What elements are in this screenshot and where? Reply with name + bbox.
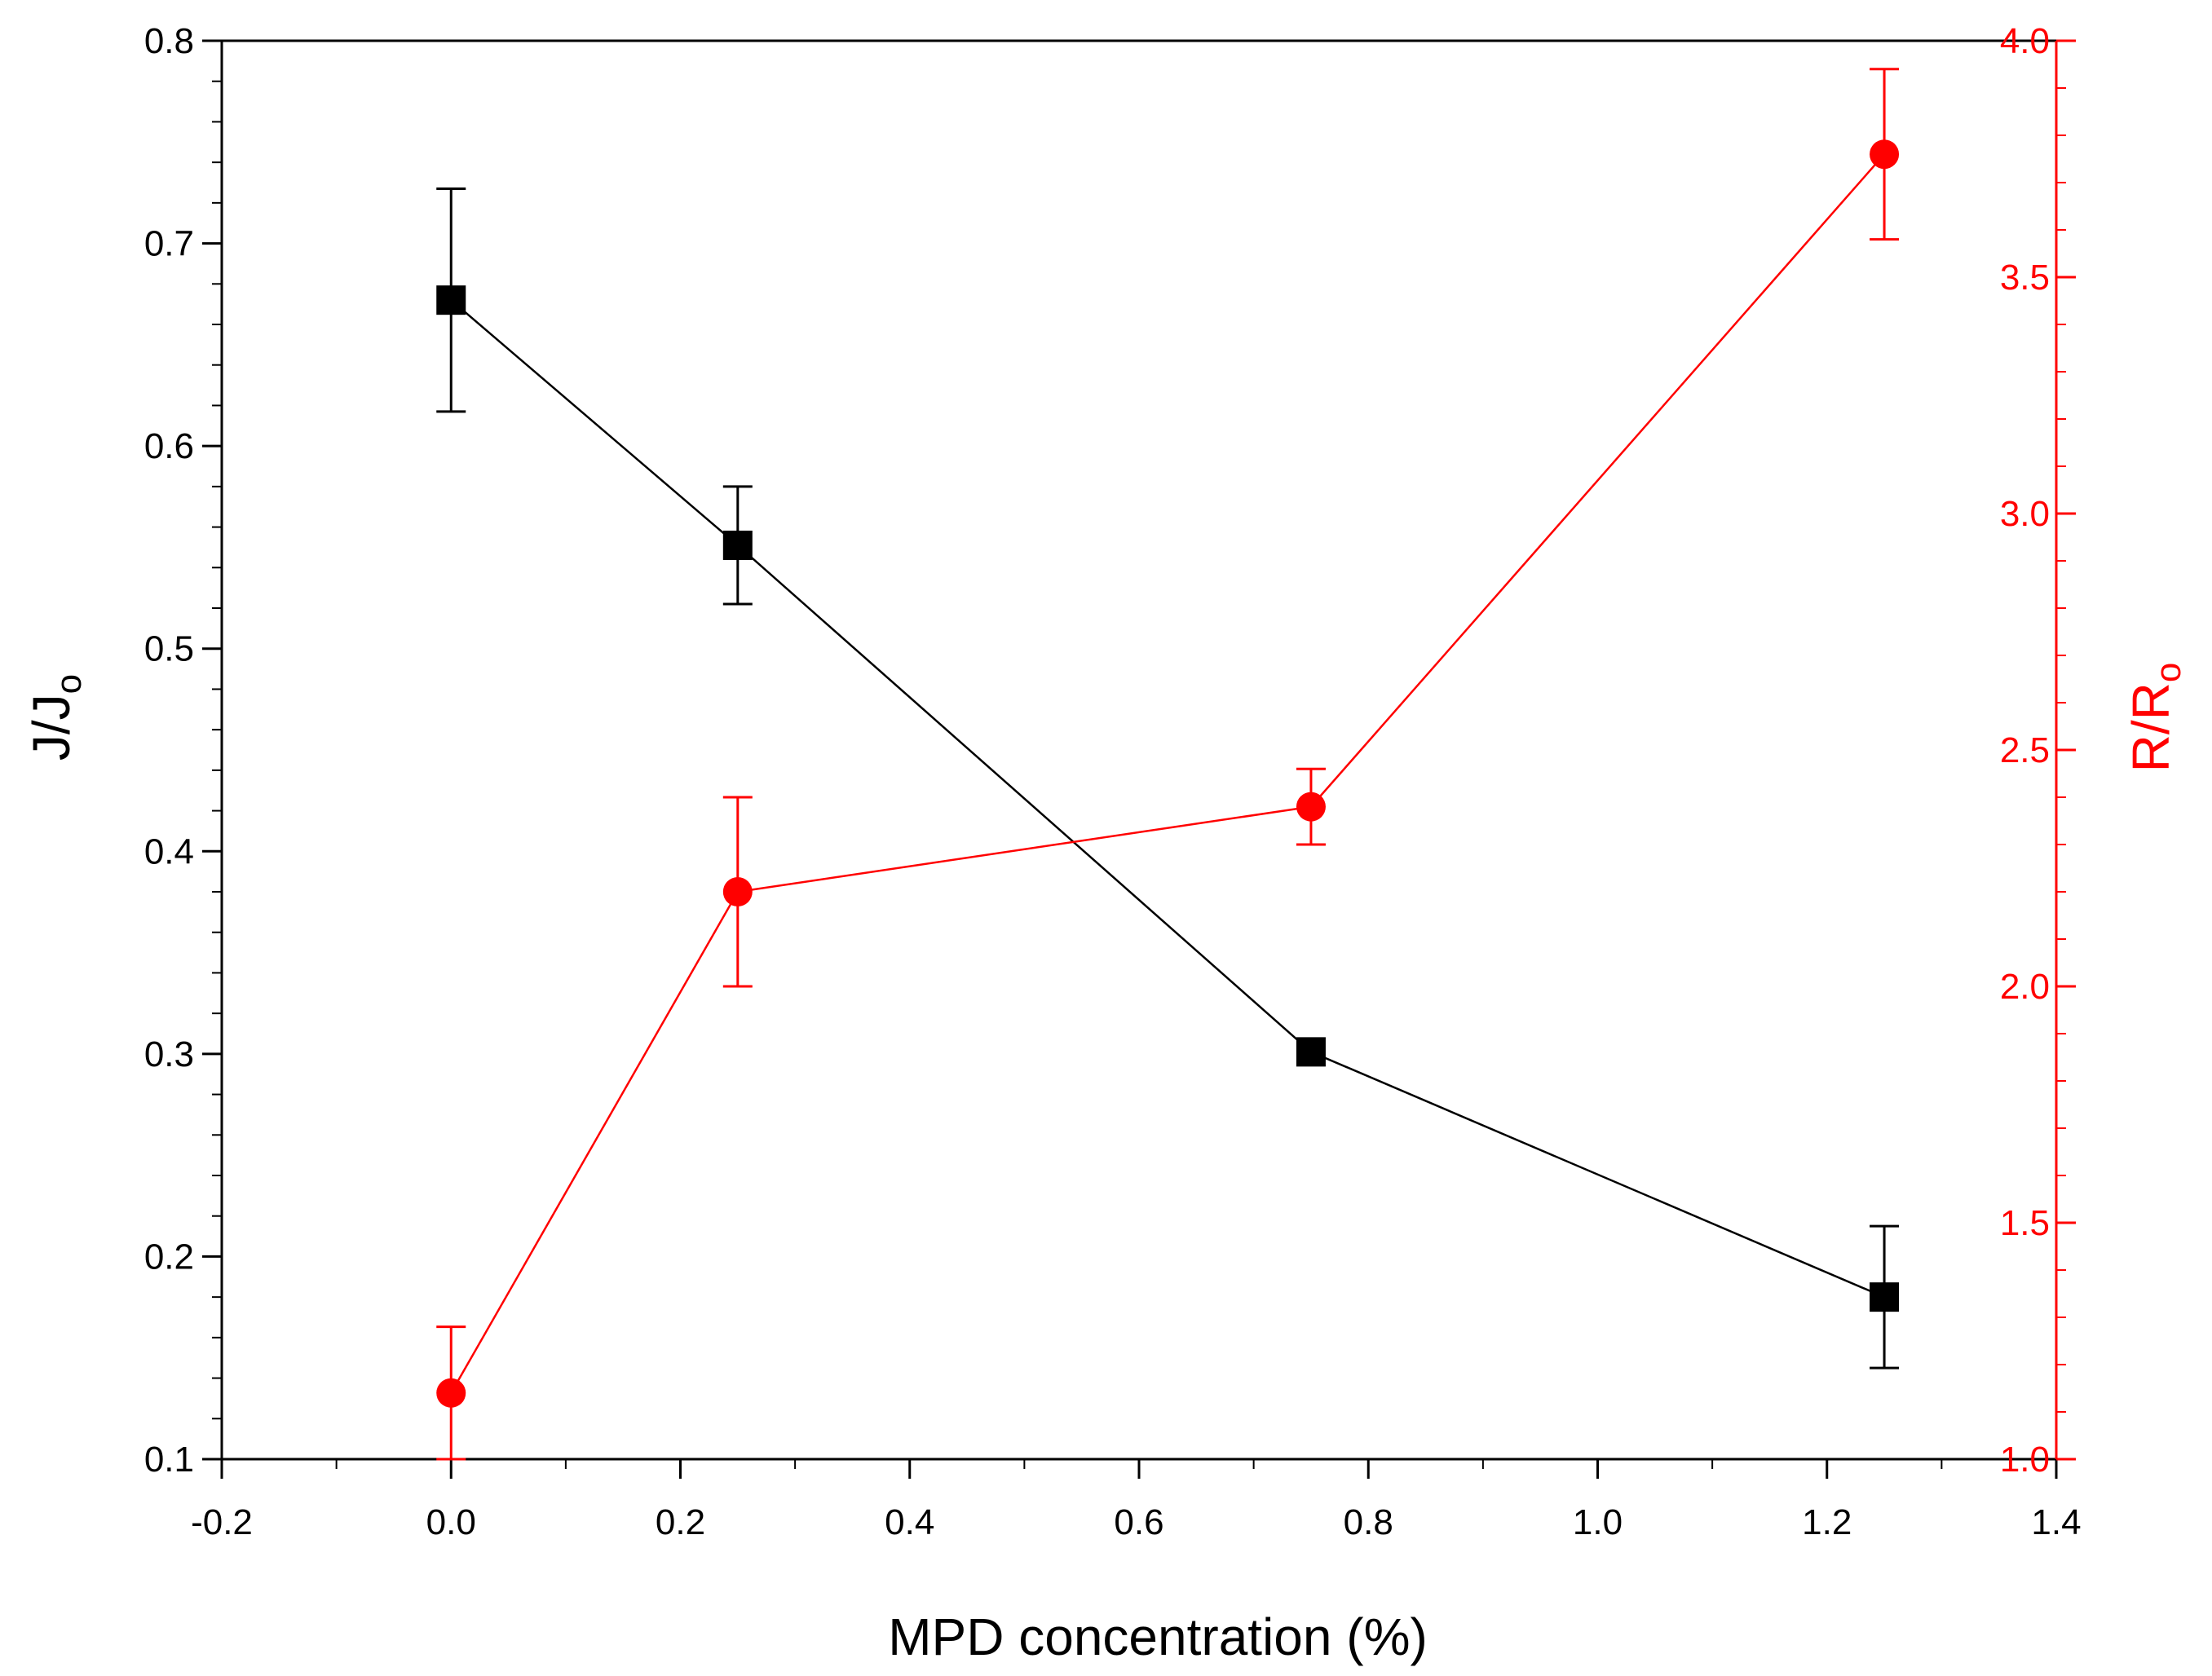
y-tick-label: 0.7 bbox=[144, 224, 194, 264]
j-jo-point bbox=[436, 285, 466, 315]
y-tick-label: 0.4 bbox=[144, 831, 194, 871]
y2-tick-label: 3.0 bbox=[2000, 494, 2050, 534]
j-jo-point bbox=[1296, 1037, 1326, 1067]
y-tick-label: 0.8 bbox=[144, 21, 194, 61]
y-tick-label: 0.2 bbox=[144, 1237, 194, 1277]
x-tick-label: -0.2 bbox=[191, 1502, 253, 1542]
x-axis-title: MPD concentration (%) bbox=[888, 1608, 1428, 1666]
r-ro-series-line bbox=[450, 153, 1886, 1394]
j-jo-series-line bbox=[450, 299, 1885, 1299]
y-axis-title: J/Jo bbox=[22, 674, 89, 761]
y2-tick-label: 1.0 bbox=[2000, 1440, 2050, 1480]
y2-axis-title-main: R/R bbox=[2121, 682, 2180, 772]
y2-axis-title: R/Ro bbox=[2121, 663, 2188, 773]
r-ro-point bbox=[1870, 139, 1900, 170]
j-jo-point bbox=[722, 530, 753, 560]
r-ro-point bbox=[436, 1378, 466, 1408]
series-layer bbox=[436, 68, 1900, 1461]
r-ro-point bbox=[722, 877, 753, 906]
x-tick-label: 0.2 bbox=[656, 1502, 705, 1542]
r-ro-point bbox=[1296, 792, 1326, 822]
j-jo-point bbox=[1870, 1282, 1900, 1312]
x-tick-label: 0.4 bbox=[885, 1502, 934, 1542]
y2-tick-label: 2.5 bbox=[2000, 730, 2050, 770]
y-tick-label: 0.6 bbox=[144, 426, 194, 466]
y2-tick-label: 1.5 bbox=[2000, 1203, 2050, 1243]
x-tick-label: 0.8 bbox=[1344, 1502, 1393, 1542]
axes: -0.2 0.0 0.2 0.4 0.6 0.8 1.0 1.2 1.4 0.1 0.2 0.3 0.4… bbox=[144, 21, 2082, 1542]
y-axis-title-main: J/J bbox=[22, 694, 81, 761]
y2-tick-label: 2.0 bbox=[2000, 967, 2050, 1007]
x-tick-label: 1.0 bbox=[1573, 1502, 1623, 1542]
x-tick-label: 0.6 bbox=[1114, 1502, 1163, 1542]
y2-tick-label: 4.0 bbox=[2000, 21, 2050, 61]
y2-axis-title-sub: o bbox=[2148, 663, 2188, 682]
x-tick-label: 0.0 bbox=[426, 1502, 476, 1542]
y-axis-title-sub: o bbox=[49, 674, 89, 694]
y2-tick-label: 3.5 bbox=[2000, 258, 2050, 298]
y-tick-label: 0.1 bbox=[144, 1440, 194, 1480]
y-tick-label: 0.5 bbox=[144, 629, 194, 669]
y-tick-label: 0.3 bbox=[144, 1034, 194, 1074]
x-tick-label: 1.2 bbox=[1802, 1502, 1852, 1542]
x-tick-label: 1.4 bbox=[2031, 1502, 2081, 1542]
